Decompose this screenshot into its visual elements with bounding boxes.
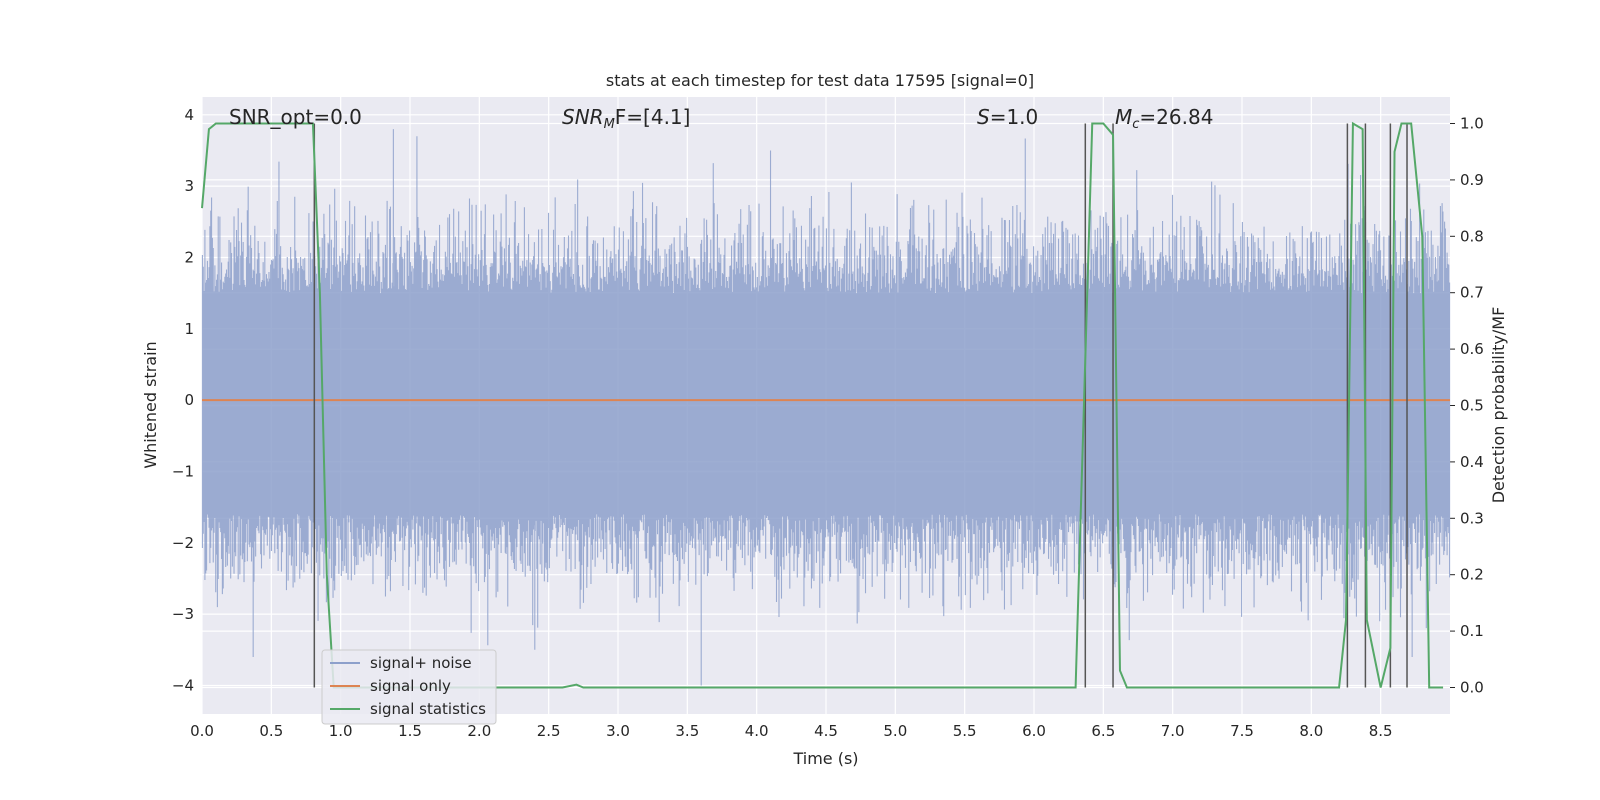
s-main: S — [977, 105, 990, 129]
right-y-tick-label: 0.9 — [1460, 171, 1484, 189]
legend-label-signal-statistics: signal statistics — [370, 700, 486, 718]
x-tick-label: 2.0 — [467, 722, 491, 740]
x-tick-label: 0.0 — [190, 722, 214, 740]
x-tick-label: 3.5 — [675, 722, 699, 740]
mc-main: M — [1115, 105, 1132, 129]
x-axis-label: Time (s) — [792, 749, 858, 768]
x-tick-label: 8.5 — [1369, 722, 1393, 740]
x-tick-label: 7.5 — [1230, 722, 1254, 740]
annotation-snr-mf: SNRMF=[4.1] — [562, 105, 690, 132]
right-y-tick-labels: 0.0 0.1 0.2 0.3 0.4 0.5 0.6 0.7 0.8 0.9 1.0 — [1460, 115, 1484, 697]
x-tick-label: 1.5 — [398, 722, 422, 740]
x-tick-label: 5.0 — [883, 722, 907, 740]
y-axis-label: Whitened strain — [141, 341, 160, 468]
right-y-tick-label: 0.8 — [1460, 227, 1484, 245]
annotation-s: S=1.0 — [977, 105, 1038, 129]
x-tick-label: 0.5 — [259, 722, 283, 740]
s-rest: =1.0 — [990, 105, 1039, 129]
noise-trace — [201, 129, 1451, 686]
x-tick-label: 4.0 — [745, 722, 769, 740]
right-y-tick-label: 1.0 — [1460, 115, 1484, 133]
x-tick-label: 8.0 — [1299, 722, 1323, 740]
x-tick-label: 4.5 — [814, 722, 838, 740]
right-y-tick-label: 0.0 — [1460, 678, 1484, 696]
x-tick-label: 7.0 — [1161, 722, 1185, 740]
y-tick-label: −3 — [172, 605, 194, 623]
y-tick-labels: −4 −3 −2 −1 0 1 2 3 4 — [172, 106, 194, 695]
right-y-axis-label: Detection probability/MF — [1489, 307, 1508, 504]
right-y-tick-label: 0.2 — [1460, 566, 1484, 584]
y-tick-label: −2 — [172, 534, 194, 552]
annotation-mc: Mc=26.84 — [1115, 105, 1213, 132]
series-signal-noise — [201, 129, 1451, 686]
mc-sub: c — [1132, 117, 1139, 132]
annotation-snr-opt: SNR_opt=0.0 — [229, 105, 362, 129]
y-tick-label: 1 — [184, 320, 194, 338]
y-tick-label: 4 — [184, 106, 194, 124]
x-tick-labels: 0.0 0.5 1.0 1.5 2.0 2.5 3.0 3.5 4.0 4.5 5.0 5.5 6.0 6… — [190, 722, 1393, 740]
mc-rest: =26.84 — [1139, 105, 1213, 129]
right-y-tick-label: 0.3 — [1460, 509, 1484, 527]
y-tick-label: −4 — [172, 676, 194, 694]
x-tick-label: 6.5 — [1091, 722, 1115, 740]
legend-label-signal-only: signal only — [370, 677, 451, 695]
y-tick-label: 0 — [184, 391, 194, 409]
snr-mf-main: SNR — [562, 105, 604, 129]
right-y-tick-label: 0.6 — [1460, 340, 1484, 358]
right-y-tick-label: 0.4 — [1460, 453, 1484, 471]
x-tick-label: 3.0 — [606, 722, 630, 740]
x-tick-label: 6.0 — [1022, 722, 1046, 740]
right-y-tick-label: 0.1 — [1460, 622, 1484, 640]
legend-box — [321, 649, 497, 725]
y-tick-label: 3 — [184, 177, 194, 195]
y-tick-label: 2 — [184, 248, 194, 266]
x-tick-label: 2.5 — [537, 722, 561, 740]
right-y-tick-label: 0.7 — [1460, 284, 1484, 302]
snr-mf-sub: M — [604, 117, 615, 132]
y-tick-label: −1 — [172, 462, 194, 480]
x-tick-label: 5.5 — [953, 722, 977, 740]
legend: signal+ noise signal only signal statist… — [321, 649, 497, 725]
legend-label-signal-noise: signal+ noise — [370, 654, 472, 672]
x-tick-label: 1.0 — [329, 722, 353, 740]
series-signal-statistics — [201, 121, 1444, 689]
right-y-tick-label: 0.5 — [1460, 397, 1484, 415]
chart-title: stats at each timestep for test data 175… — [606, 71, 1034, 90]
snr-mf-rest: F=[4.1] — [615, 105, 691, 129]
